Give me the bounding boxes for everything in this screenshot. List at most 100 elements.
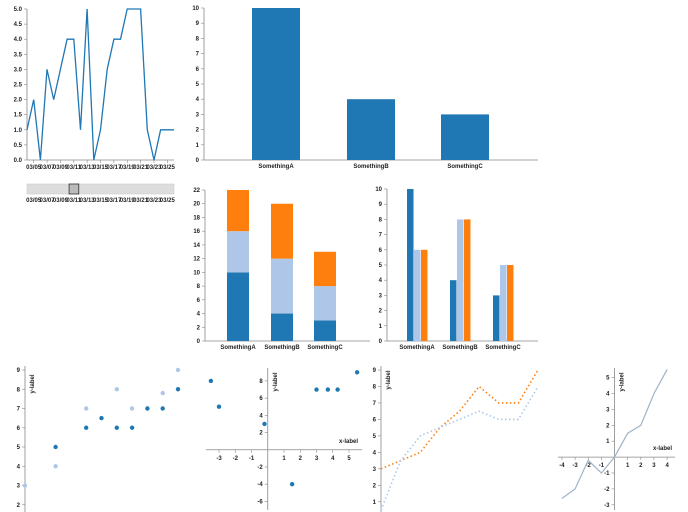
y-tick-label: 4 bbox=[17, 464, 21, 470]
scatter-point bbox=[160, 406, 165, 411]
y-tick-label: 3 bbox=[379, 293, 383, 299]
x-tick-label: 2 bbox=[639, 463, 643, 469]
brush-x-tick-label: 03/09 bbox=[53, 198, 69, 204]
x-tick-label: -3 bbox=[572, 463, 578, 469]
y-tick-label: 4 bbox=[197, 312, 201, 318]
bar-segment bbox=[227, 231, 249, 273]
x-tick-label: 3 bbox=[652, 463, 656, 469]
bar bbox=[450, 280, 457, 341]
y-tick-label: 4 bbox=[379, 278, 383, 284]
y-tick-label: 8 bbox=[17, 387, 21, 393]
stacked-bar-chart: 0 2 4 6 8 10 12 14 16 18 20 22 SomethingA SomethingB S… bbox=[193, 188, 370, 351]
y-tick-label: 4.5 bbox=[14, 22, 23, 28]
bar bbox=[457, 219, 464, 341]
y-axis-label: y-label bbox=[30, 374, 36, 393]
scatter-point bbox=[175, 367, 181, 373]
category-label: SomethingB bbox=[353, 164, 389, 170]
brush-x-tick-label: 03/17 bbox=[106, 198, 122, 204]
bar-segment bbox=[271, 203, 293, 259]
y-tick-label: 8 bbox=[259, 379, 263, 385]
y-tick-label: 1.0 bbox=[14, 128, 23, 134]
series-line bbox=[380, 386, 539, 511]
y-tick-label: 7 bbox=[379, 233, 383, 239]
y-tick-label: 10 bbox=[192, 6, 199, 12]
scatter-point bbox=[208, 378, 214, 384]
bar bbox=[414, 249, 421, 341]
x-tick-label: 03/09 bbox=[53, 165, 69, 171]
x-tick-label: 03/21 bbox=[133, 165, 149, 171]
brush-x-tick-label: 03/21 bbox=[133, 198, 149, 204]
y-tick-label: 4 bbox=[606, 391, 610, 397]
x-tick-label: 03/19 bbox=[120, 165, 136, 171]
y-tick-label: 6 bbox=[259, 396, 263, 402]
x-tick-label: 2 bbox=[299, 456, 303, 462]
y-tick-label: 16 bbox=[193, 229, 200, 235]
y-tick-label: 12 bbox=[193, 257, 200, 263]
category-label: SomethingC bbox=[307, 345, 343, 351]
brush-selection[interactable] bbox=[68, 183, 80, 195]
y-tick-label: 3 bbox=[196, 112, 200, 118]
bar-segment bbox=[271, 313, 293, 341]
category-label: SomethingB bbox=[264, 345, 300, 351]
y-tick-label: 1 bbox=[196, 143, 200, 149]
y-tick-label: 6 bbox=[373, 417, 377, 423]
y-tick-label: 0 bbox=[197, 339, 201, 345]
y-tick-label: -3 bbox=[604, 503, 610, 509]
bar-segment bbox=[227, 190, 249, 232]
category-label: SomethingC bbox=[485, 345, 521, 351]
scatter-point bbox=[22, 483, 28, 488]
x-tick-label: 4 bbox=[665, 463, 669, 469]
x-tick-label: 03/05 bbox=[26, 165, 42, 171]
bar-segment bbox=[314, 286, 336, 321]
time-line-chart: 0.00.51.01.52.02.53.03.54.04.55.003/0503… bbox=[14, 7, 176, 171]
x-tick-label: 4 bbox=[331, 456, 335, 462]
grouped-bar-chart: 0 1 2 3 4 5 6 7 8 9 10 SomethingA SomethingB Somethin… bbox=[375, 187, 538, 351]
scatter-point bbox=[335, 387, 340, 392]
bar bbox=[407, 189, 414, 341]
bar bbox=[493, 295, 500, 341]
x-tick-label: 1 bbox=[282, 456, 286, 462]
y-tick-label: 2 bbox=[379, 309, 383, 315]
category-label: SomethingA bbox=[258, 164, 294, 170]
scatter-point bbox=[175, 387, 181, 392]
bar-segment bbox=[314, 320, 336, 341]
y-tick-label: 1 bbox=[606, 439, 610, 445]
category-label: SomethingA bbox=[399, 345, 435, 351]
y-tick-label: 5 bbox=[379, 263, 383, 269]
y-tick-label: 4 bbox=[373, 450, 377, 456]
y-tick-label: -1 bbox=[604, 471, 610, 477]
bar bbox=[421, 249, 428, 341]
scatter-point bbox=[114, 387, 120, 392]
scatter-point bbox=[114, 425, 120, 430]
brush-x-tick-label: 03/19 bbox=[120, 198, 136, 204]
y-tick-label: 6 bbox=[196, 67, 200, 73]
y-axis-label: y-label bbox=[386, 370, 392, 389]
y-tick-label: 8 bbox=[196, 36, 200, 42]
series-line bbox=[561, 369, 668, 499]
scatter-point bbox=[262, 421, 267, 427]
y-tick-label: 8 bbox=[373, 384, 377, 390]
bar bbox=[500, 265, 507, 341]
y-tick-label: 5 bbox=[606, 376, 610, 382]
y-tick-label: 5.0 bbox=[14, 7, 23, 13]
x-tick-label: 5 bbox=[347, 456, 351, 462]
scatter-point bbox=[216, 404, 222, 409]
y-tick-label: 1 bbox=[373, 500, 377, 506]
y-tick-label: 20 bbox=[193, 202, 200, 208]
y-tick-label: 2.5 bbox=[14, 83, 23, 89]
x-tick-label: 03/13 bbox=[80, 165, 96, 171]
x-tick-label: -1 bbox=[249, 456, 255, 462]
brush-x-tick-label: 03/07 bbox=[40, 198, 56, 204]
y-tick-label: 3.0 bbox=[14, 67, 23, 73]
scatter-point bbox=[314, 387, 319, 392]
y-tick-label: 22 bbox=[193, 188, 200, 194]
scatter-point bbox=[354, 370, 360, 375]
y-tick-label: -6 bbox=[257, 499, 263, 505]
x-tick-label: 03/23 bbox=[146, 165, 162, 171]
range-selector: 03/0503/0703/0903/1103/1303/1503/1703/19… bbox=[26, 183, 175, 204]
centered-line-chart: -4 -3 -2 -1 1 2 3 4 -3 -2 -1 1 2 3 4 5 x-label y-label bbox=[558, 368, 675, 510]
y-tick-label: 0.5 bbox=[14, 143, 23, 149]
y-tick-label: 10 bbox=[193, 270, 200, 276]
